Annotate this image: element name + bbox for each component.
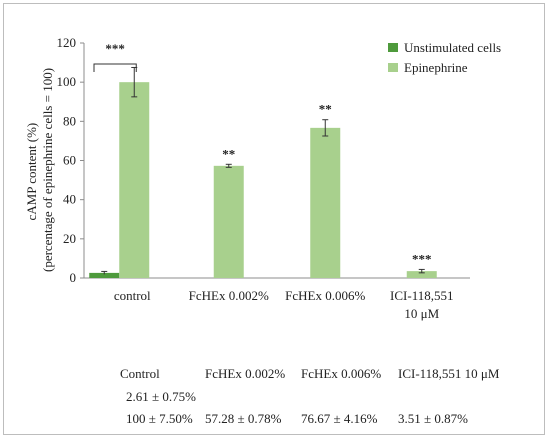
annotations: **********	[93, 41, 432, 266]
legend-swatch	[388, 63, 398, 72]
table-epi-ici: 3.51 ± 0.87%	[398, 411, 468, 426]
y-tick-label: 0	[70, 270, 77, 285]
axes: 0 20 40 60 80 100 120 control FcHEx 0.002% FcHEx …	[57, 35, 470, 321]
error-bars	[101, 66, 425, 275]
significance-stars: **	[222, 146, 235, 161]
table-header-ici: ICI-118,551 10 μM	[398, 366, 500, 381]
x-tick-label: FcHEx 0.006%	[285, 288, 365, 303]
bar-unstimulated	[89, 272, 120, 278]
significance-stars: ***	[412, 251, 432, 266]
table-epi-fchex-0006: 76.67 ± 4.16%	[301, 411, 378, 426]
y-axis-label-line1: cAMP content (%)	[24, 123, 39, 221]
table-header-fchex-0006: FcHEx 0.006%	[301, 366, 382, 381]
table-unstim-control: 2.61 ± 0.75%	[126, 389, 196, 404]
bars	[89, 82, 437, 279]
x-tick-sublabel: 10 μM	[404, 306, 439, 321]
y-tick-label: 40	[63, 192, 76, 207]
table-epi-fchex-0002: 57.28 ± 0.78%	[205, 411, 282, 426]
bracket-stars: ***	[105, 41, 125, 56]
legend-label: Epinephrine	[404, 60, 468, 75]
y-tick-label: 20	[63, 231, 76, 246]
significance-stars: **	[319, 102, 332, 117]
bar-epinephrine	[119, 82, 150, 279]
figure-frame	[3, 3, 545, 435]
bar-epinephrine	[406, 271, 437, 278]
y-axis-label-line2: (percentage of epinephrine cells = 100)	[40, 68, 55, 272]
bar-epinephrine	[213, 165, 244, 278]
table-header-control: Control	[120, 366, 160, 381]
x-tick-label: FcHEx 0.002%	[189, 288, 269, 303]
x-tick-label: ICI-118,551	[390, 288, 453, 303]
y-axis-label: cAMP content (%) (percentage of epinephr…	[24, 68, 55, 272]
table-epi-control: 100 ± 7.50%	[126, 411, 193, 426]
legend: Unstimulated cells Epinephrine	[388, 40, 501, 75]
y-tick-label: 80	[63, 113, 76, 128]
bar-epinephrine	[310, 127, 341, 278]
legend-label: Unstimulated cells	[404, 40, 501, 55]
legend-swatch	[388, 43, 398, 52]
table-header-fchex-0002: FcHEx 0.002%	[205, 366, 286, 381]
x-tick-label: control	[114, 288, 151, 303]
y-tick-label: 100	[57, 74, 77, 89]
significance-bracket	[93, 63, 137, 72]
y-tick-label: 60	[63, 153, 76, 168]
y-tick-label: 120	[57, 35, 77, 50]
